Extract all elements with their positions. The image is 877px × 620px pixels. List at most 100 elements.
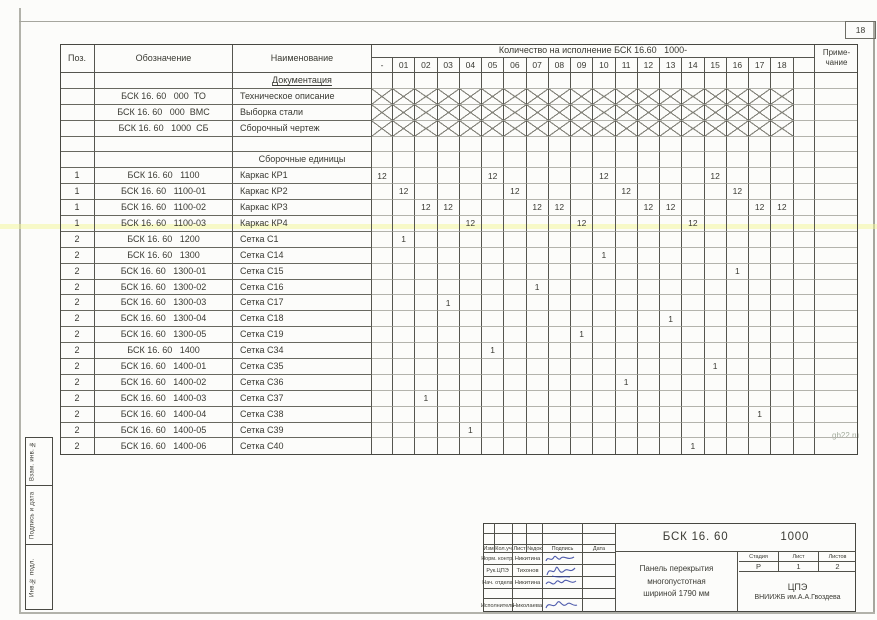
spec-qty-cell — [704, 184, 727, 201]
spec-qty-cell — [372, 327, 393, 344]
spec-pos-cell: 2 — [60, 374, 95, 391]
spec-qty-cell — [615, 120, 638, 137]
spec-qty-cell — [793, 263, 815, 280]
spec-qty-cell — [437, 263, 460, 280]
spec-qty-cell — [660, 152, 683, 169]
spec-qty-cell — [393, 327, 416, 344]
spec-note-cell — [815, 375, 858, 391]
spec-qty-cell — [704, 120, 727, 137]
spec-qty-cell: 1 — [682, 438, 705, 455]
spec-qty-cell — [571, 311, 594, 328]
spec-qty-cell — [459, 120, 482, 137]
spec-qty-cell — [415, 438, 438, 455]
spec-qty-cell — [393, 216, 416, 232]
spec-qty-cell — [660, 216, 683, 232]
spec-qty-cell — [593, 200, 616, 217]
col-header-note: Приме-чание — [815, 44, 858, 73]
spec-qty-cell — [415, 247, 438, 264]
sign-date-blank — [583, 599, 615, 612]
spec-qty-cell — [571, 231, 594, 248]
spec-qty-cell — [459, 263, 482, 280]
spec-qty-cell — [660, 168, 683, 185]
spec-qty-cell — [682, 168, 705, 185]
spec-note-cell — [815, 359, 858, 375]
spec-qty-cell — [704, 422, 727, 439]
spec-qty-cell — [482, 295, 505, 312]
rev-header-izm: Изм — [483, 545, 495, 553]
spec-qty-cell — [393, 73, 416, 89]
spec-qty-cell — [793, 88, 815, 105]
spec-qty-cell — [615, 88, 638, 105]
spec-qty-cell — [372, 406, 393, 423]
qty-col-header — [793, 58, 815, 73]
spec-qty-cell — [593, 438, 616, 455]
spec-designation-cell: БСК 16. 60 1300-01 — [95, 263, 233, 280]
spec-qty-cell — [526, 311, 549, 328]
spec-qty-cell — [437, 343, 460, 360]
spec-qty-cell — [726, 247, 749, 264]
spec-qty-cell — [749, 216, 772, 232]
spec-qty-cell — [793, 200, 815, 217]
spec-qty-cell — [749, 311, 772, 328]
spec-pos-cell: 2 — [60, 247, 95, 264]
spec-designation-cell: БСК 16. 60 1400-06 — [95, 438, 233, 455]
col-header-designation: Обозначение — [95, 44, 233, 73]
spec-note-cell — [815, 343, 858, 360]
spec-qty-cell — [571, 343, 594, 360]
spec-qty-cell — [660, 184, 683, 201]
spec-qty-cell — [482, 152, 505, 169]
spec-qty-cell — [459, 200, 482, 217]
spec-qty-cell: 12 — [749, 200, 772, 217]
spec-qty-cell — [504, 311, 527, 328]
spec-qty-cell — [793, 295, 815, 312]
scan-streak — [0, 224, 877, 229]
spec-note-cell — [815, 438, 858, 454]
spec-qty-cell — [793, 231, 815, 248]
spec-qty-cell — [415, 359, 438, 375]
spec-qty-cell — [393, 343, 416, 360]
spec-qty-cell — [615, 152, 638, 169]
spec-qty-cell — [571, 136, 594, 153]
spec-qty-cell — [415, 343, 438, 360]
spec-qty-cell — [771, 374, 794, 391]
spec-qty-cell — [771, 327, 794, 344]
spec-qty-cell — [482, 438, 505, 455]
spec-qty-cell — [726, 88, 749, 105]
spec-qty-cell — [593, 343, 616, 360]
spec-qty-cell — [660, 88, 683, 105]
spec-qty-cell — [771, 184, 794, 201]
spec-qty-cell: 1 — [615, 374, 638, 391]
spec-qty-cell — [749, 168, 772, 185]
spec-qty-cell — [571, 73, 594, 89]
sign-date-blank — [583, 577, 615, 589]
spec-qty-cell: 12 — [571, 216, 594, 232]
spec-qty-cell — [793, 168, 815, 185]
spec-qty-cell — [615, 263, 638, 280]
spec-qty-cell — [372, 422, 393, 439]
spec-note-cell — [815, 232, 858, 248]
spec-qty-cell — [437, 168, 460, 185]
spec-qty-cell — [526, 406, 549, 423]
spec-qty-cell — [548, 390, 571, 407]
spec-qty-cell — [726, 327, 749, 344]
spec-designation-cell: БСК 16. 60 1000 СБ — [95, 120, 233, 137]
spec-name-cell: Сетка С16 — [233, 279, 372, 296]
spec-name-cell: Техническое описание — [233, 88, 372, 105]
spec-qty-cell — [593, 136, 616, 153]
spec-note-cell — [815, 264, 858, 280]
signature-cell — [543, 577, 583, 589]
spec-qty-cell — [482, 136, 505, 153]
spec-qty-cell — [571, 120, 594, 137]
spec-qty-cell — [749, 343, 772, 360]
sheet-label: Лист — [779, 552, 819, 562]
spec-qty-cell — [704, 279, 727, 296]
rev-empty-cell — [527, 534, 543, 545]
spec-designation-cell: БСК 16. 60 1400-01 — [95, 359, 233, 375]
spec-name-cell: Сетка С18 — [233, 311, 372, 328]
spec-qty-cell — [771, 247, 794, 264]
signature-cell — [543, 565, 583, 578]
spec-qty-cell: 1 — [704, 359, 727, 375]
spec-qty-cell — [415, 73, 438, 89]
spec-qty-cell — [660, 390, 683, 407]
spec-qty-cell — [726, 73, 749, 89]
